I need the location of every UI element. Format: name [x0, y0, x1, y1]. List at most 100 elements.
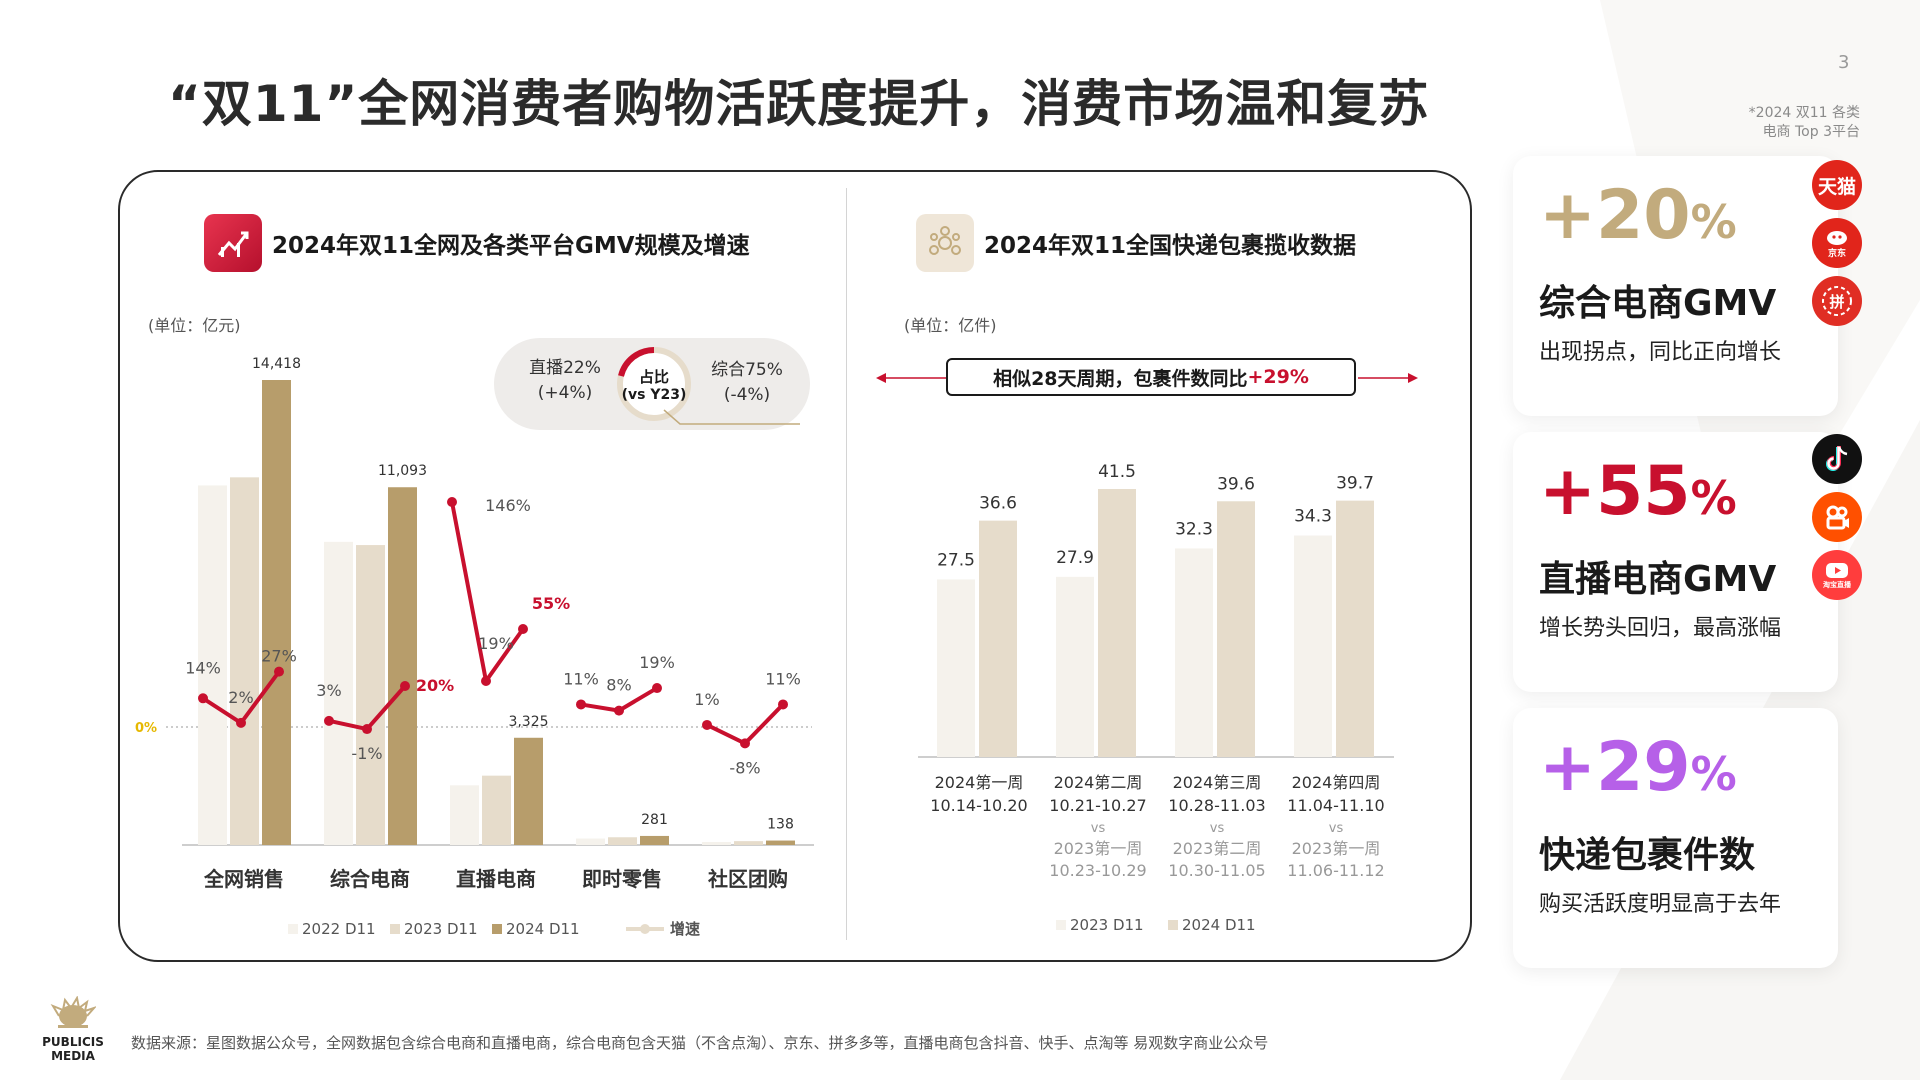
category-range: 10.14-10.20 [930, 796, 1027, 815]
bar-2022-d11 [576, 838, 605, 845]
ecom-share-change: (-4%) [723, 385, 771, 405]
stat-card-ecommerce: +20% 综合电商GMV 出现拐点，同比正向增长 [1513, 156, 1838, 416]
stat-pct: % [1690, 471, 1737, 525]
stat-desc: 购买活跃度明显高于去年 [1539, 892, 1782, 917]
pinduoduo-logo-text: 拼 [1829, 292, 1845, 311]
stat-label: 直播电商GMV [1539, 559, 1777, 600]
bar-2024-d11 [1336, 500, 1374, 757]
category-label: 直播电商 [456, 867, 536, 891]
jd-logo-text: 京东 [1827, 248, 1846, 259]
category-cmp-week: 2023第二周 [1173, 839, 1262, 858]
banner-arrows [876, 373, 1418, 383]
category-week: 2024第四周 [1292, 773, 1381, 792]
express-banner: 相似28天周期，包裹件数同比 +29% [946, 358, 1356, 396]
page-number: 3 [1838, 52, 1850, 73]
banner-text: 相似28天周期，包裹件数同比 [993, 367, 1248, 390]
right-unit-label: (单位：亿件) [904, 316, 997, 335]
growth-point [324, 715, 334, 726]
growth-label: 146% [485, 496, 531, 515]
category-week: 2024第一周 [935, 773, 1024, 792]
bar-value-label: 11,093 [378, 463, 427, 479]
bar-2023-d11 [1294, 535, 1332, 757]
growth-label: 19% [478, 634, 514, 653]
growth-point [652, 683, 662, 694]
stat-desc: 增长势头回归，最高涨幅 [1539, 616, 1782, 641]
footnote-line: *2024 双11 各类 [1748, 105, 1860, 121]
bar-value-label: 138 [767, 817, 794, 833]
bar-2023-d11 [734, 841, 763, 845]
growth-chart-icon [204, 214, 262, 272]
legend-marker [640, 924, 650, 934]
bar-2022-d11 [324, 541, 353, 845]
bar-value-label: 39.6 [1217, 474, 1255, 494]
bar-2023-d11 [937, 579, 975, 757]
bar-value-label: 281 [641, 812, 668, 828]
category-range: 11.04-11.10 [1287, 796, 1384, 815]
bar-2023-d11 [230, 477, 259, 845]
page-title: “双11”全网消费者购物活跃度提升，消费市场温和复苏 [168, 75, 1430, 133]
pinduoduo-logo: 拼 [1812, 276, 1862, 326]
legend-label: 2023 D11 [404, 920, 478, 938]
growth-point [198, 693, 208, 704]
express-chart: 27.5 36.6 2024第一周 10.14-10.20 27.9 41.5 2024第二… [918, 462, 1394, 934]
share-donut: 占比 (vs Y23) [617, 347, 691, 421]
bar-value-label: 32.3 [1175, 519, 1213, 539]
zero-label: 0% [135, 721, 157, 736]
bar-2024-d11 [979, 520, 1017, 757]
footnote-line: 电商 Top 3平台 [1762, 124, 1860, 140]
legend-swatch [390, 924, 400, 934]
growth-point [400, 681, 410, 691]
category-range: 10.28-11.03 [1168, 796, 1265, 815]
bar-2024-d11 [766, 840, 795, 845]
category-range: 10.21-10.27 [1049, 796, 1146, 815]
growth-point [362, 724, 372, 735]
legend-swatch [288, 924, 298, 934]
stat-pct: % [1690, 195, 1737, 249]
stat-pct: % [1690, 747, 1737, 801]
category-label: 社区团购 [707, 867, 788, 891]
growth-point [614, 705, 624, 716]
bar-2024-d11 [1098, 489, 1136, 757]
legend-swatch [1056, 920, 1066, 930]
category-label: 综合电商 [330, 867, 410, 891]
growth-point [740, 738, 750, 749]
bar-value-label: 36.6 [979, 494, 1017, 514]
stat-number: +55% [1539, 454, 1737, 536]
category-cmp-range: 11.06-11.12 [1287, 861, 1384, 880]
stat-number: +29% [1539, 730, 1737, 812]
growth-point [447, 497, 457, 507]
growth-label: 14% [185, 658, 221, 677]
growth-label: 11% [563, 669, 599, 688]
share-pill: 直播22% (+4%) 占比 (vs Y23) 综合75% (-4%) [494, 338, 810, 430]
category-cmp-week: 2023第一周 [1054, 839, 1143, 858]
brand-line: MEDIA [51, 1049, 95, 1063]
growth-point [274, 666, 284, 677]
live-share-change: (+4%) [537, 383, 593, 403]
growth-label: 3% [316, 681, 341, 700]
growth-label: 2% [228, 688, 253, 707]
category-vs: vs [1329, 821, 1344, 836]
left-panel-header: 2024年双11全网及各类平台GMV规模及增速 [204, 214, 750, 272]
live-share-value: 直播22% [529, 358, 601, 378]
left-unit-label: (单位：亿元) [148, 316, 241, 335]
bar-2024-d11 [388, 487, 417, 845]
lion-emblem-icon [50, 995, 98, 1028]
jd-logo: 京东 [1812, 218, 1862, 268]
panel-divider [846, 188, 847, 940]
bar-value-label: 39.7 [1336, 474, 1374, 494]
bar-2024-d11 [1217, 501, 1255, 757]
bar-value-label: 14,418 [252, 356, 301, 372]
bar-2023-d11 [1056, 576, 1094, 757]
bar-2023-d11 [1175, 548, 1213, 757]
live-share: 直播22% (+4%) [510, 356, 620, 406]
legend-swatch [1168, 920, 1178, 930]
category-label: 即时零售 [582, 867, 662, 891]
stat-card-express: +29% 快递包裹件数 购买活跃度明显高于去年 [1513, 708, 1838, 968]
category-cmp-week: 2023第一周 [1292, 839, 1381, 858]
network-icon [916, 214, 974, 272]
legend-swatch [492, 924, 502, 934]
category-week: 2024第二周 [1054, 773, 1143, 792]
bar-2024-d11 [262, 380, 291, 845]
bar-value-label: 3,325 [508, 714, 548, 730]
category-vs: vs [1091, 821, 1106, 836]
